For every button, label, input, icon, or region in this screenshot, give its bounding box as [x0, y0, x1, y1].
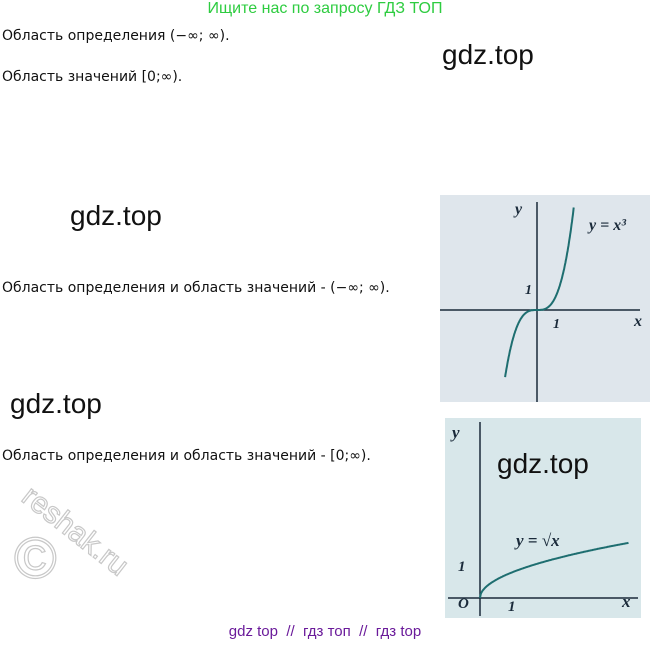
formula: y = √x [514, 531, 560, 550]
header-title: Ищите нас по запросу ГДЗ ТОП [208, 0, 443, 17]
graph-cubic: y x 1 1 y = x³ [440, 195, 650, 402]
axis-label: y [450, 423, 460, 442]
paragraph: Область определения и область значений -… [2, 280, 390, 296]
paragraph: Область определения (−∞; ∞). [2, 28, 230, 44]
paragraph: Область определения и область значений -… [2, 448, 371, 464]
watermark: gdz.top [10, 388, 102, 419]
tick-label: 1 [553, 317, 560, 332]
origin-label: O [458, 596, 469, 612]
axis-label: x [633, 313, 642, 330]
graph-background [440, 195, 650, 402]
tick-label: 1 [508, 599, 516, 615]
curve [479, 541, 629, 599]
paragraph: Область значений [0;∞). [2, 69, 182, 85]
watermark: gdz.top [442, 39, 534, 70]
curve [504, 207, 575, 378]
graph-background [445, 418, 641, 618]
watermark: © [14, 526, 57, 591]
tick-label: 1 [458, 559, 466, 575]
axis-label: x [621, 592, 631, 611]
watermark: gdz.top [70, 200, 162, 231]
footer: gdz top // гдз топ // гдз top [229, 623, 421, 640]
tick-label: 1 [525, 283, 532, 298]
watermark: gdz.top [497, 448, 589, 479]
axis-label: y [513, 201, 523, 218]
formula: y = x³ [587, 217, 626, 234]
graph-sqrt: y x 1 1 O y = √x [445, 418, 641, 618]
